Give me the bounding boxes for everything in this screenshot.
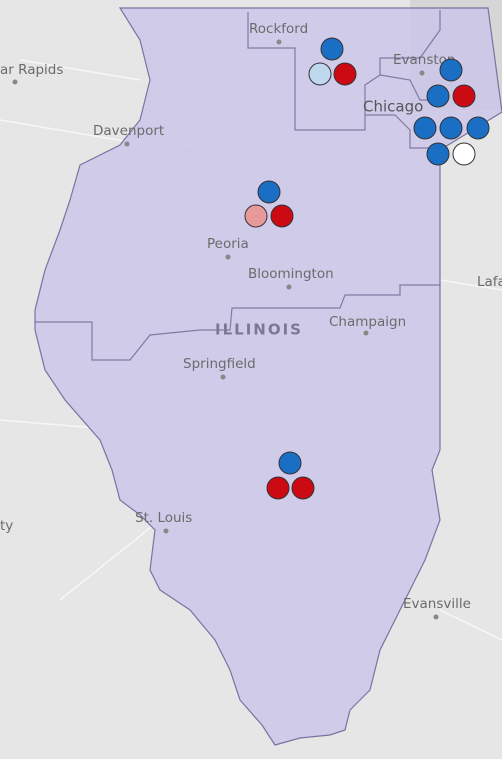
city-label: Champaign: [329, 314, 406, 330]
city-label: Peoria: [207, 236, 249, 252]
city-label: Springfield: [183, 356, 256, 372]
state-label: ILLINOIS: [215, 321, 303, 339]
city-label: Davenport: [93, 123, 164, 139]
city-label: Lafa: [477, 274, 502, 290]
city-label: Evanston: [393, 52, 456, 68]
city-label: ar Rapids: [0, 62, 63, 78]
city-label: Evansville: [403, 596, 471, 612]
city-label: ty: [0, 518, 13, 534]
city-label: Chicago: [363, 98, 423, 116]
district-line: [247, 10, 441, 131]
city-markers: [12, 39, 439, 620]
district-line: [35, 284, 440, 361]
district-seats: [244, 37, 490, 500]
city-label: St. Louis: [135, 510, 192, 526]
city-label: Bloomington: [248, 266, 334, 282]
city-label: Rockford: [249, 21, 308, 37]
illinois: [34, 7, 502, 746]
